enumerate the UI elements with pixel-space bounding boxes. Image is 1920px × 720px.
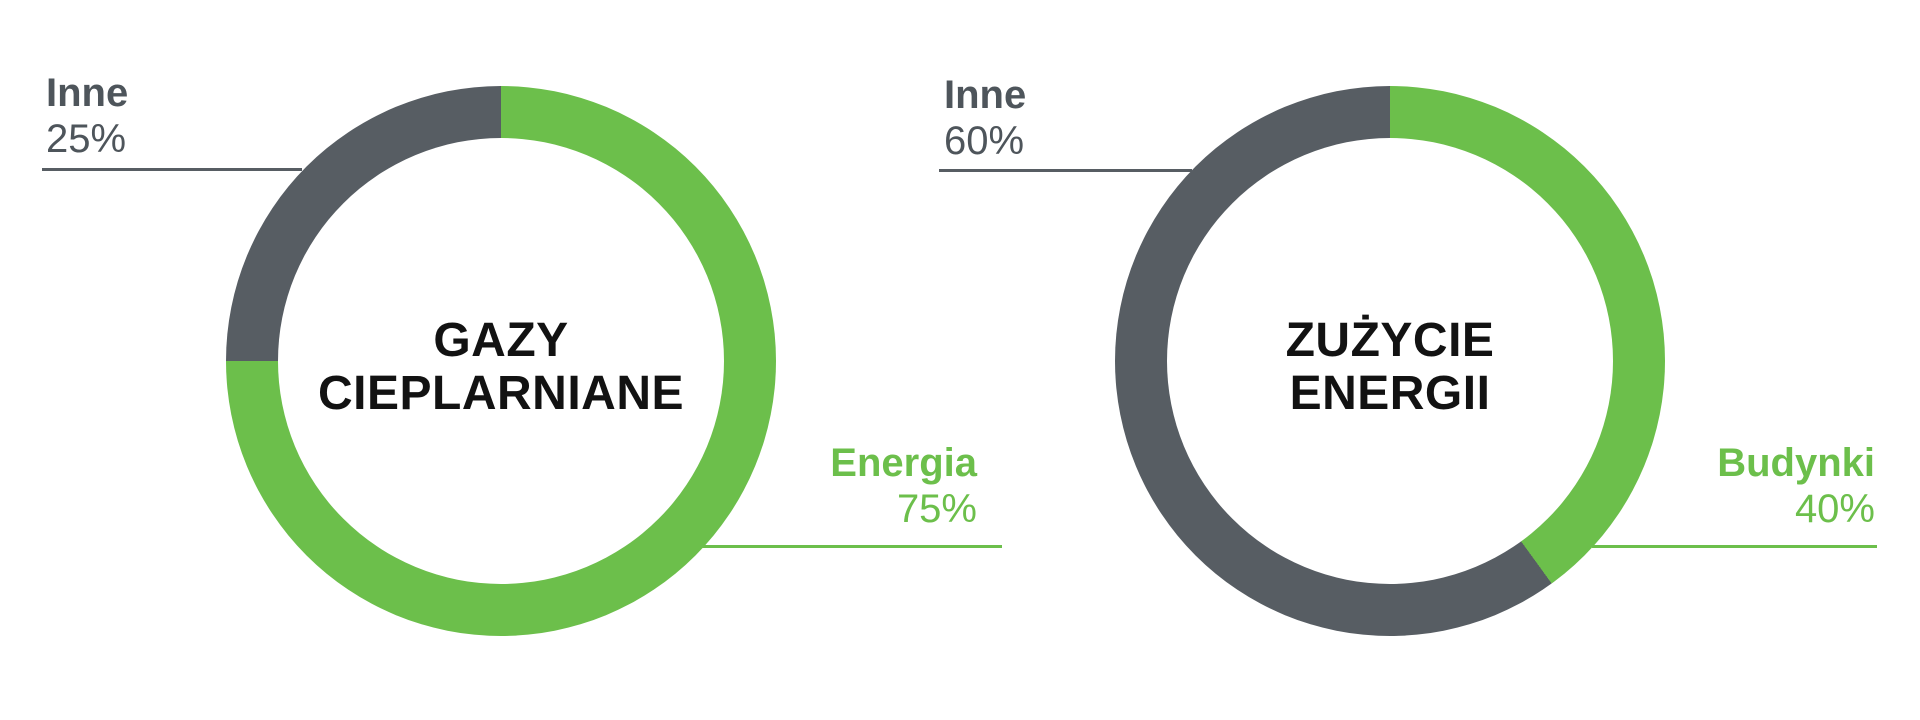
segment-percentage: 25% xyxy=(46,117,127,161)
chart-title-line-2: ENERGII xyxy=(1289,367,1491,420)
donut-ring-energy-consumption: ZUŻYCIE ENERGII xyxy=(1115,86,1665,636)
segment-label: Budynki xyxy=(1717,441,1875,485)
chart-title-line-1: ZUŻYCIE xyxy=(1285,314,1495,367)
donut-hole-greenhouse-gases: GAZY CIEPLARNIANE xyxy=(278,138,724,584)
donut-hole-energy-consumption: ZUŻYCIE ENERGII xyxy=(1167,138,1613,584)
leader-line-budynki xyxy=(1592,545,1877,548)
callout-energia: Energia 75% xyxy=(830,440,977,532)
chart-title-energy-consumption: ZUŻYCIE ENERGII xyxy=(1286,314,1495,420)
donut-ring-greenhouse-gases: GAZY CIEPLARNIANE xyxy=(226,86,776,636)
segment-label: Inne xyxy=(46,71,129,115)
segment-percentage: 75% xyxy=(896,487,977,531)
callout-inne-left: Inne 25% xyxy=(46,70,128,162)
leader-line-inne-right xyxy=(939,169,1192,172)
segment-label: Inne xyxy=(944,73,1027,117)
chart-title-greenhouse-gases: GAZY CIEPLARNIANE xyxy=(318,314,684,420)
segment-percentage: 40% xyxy=(1794,487,1875,531)
chart-title-line-2: CIEPLARNIANE xyxy=(317,367,685,420)
segment-percentage: 60% xyxy=(944,119,1025,163)
callout-inne-right: Inne 60% xyxy=(944,72,1026,164)
callout-budynki: Budynki 40% xyxy=(1717,440,1875,532)
leader-line-energia xyxy=(700,545,1002,548)
leader-line-inne-left xyxy=(42,168,302,171)
segment-label: Energia xyxy=(830,441,977,485)
chart-title-line-1: GAZY xyxy=(433,314,569,367)
